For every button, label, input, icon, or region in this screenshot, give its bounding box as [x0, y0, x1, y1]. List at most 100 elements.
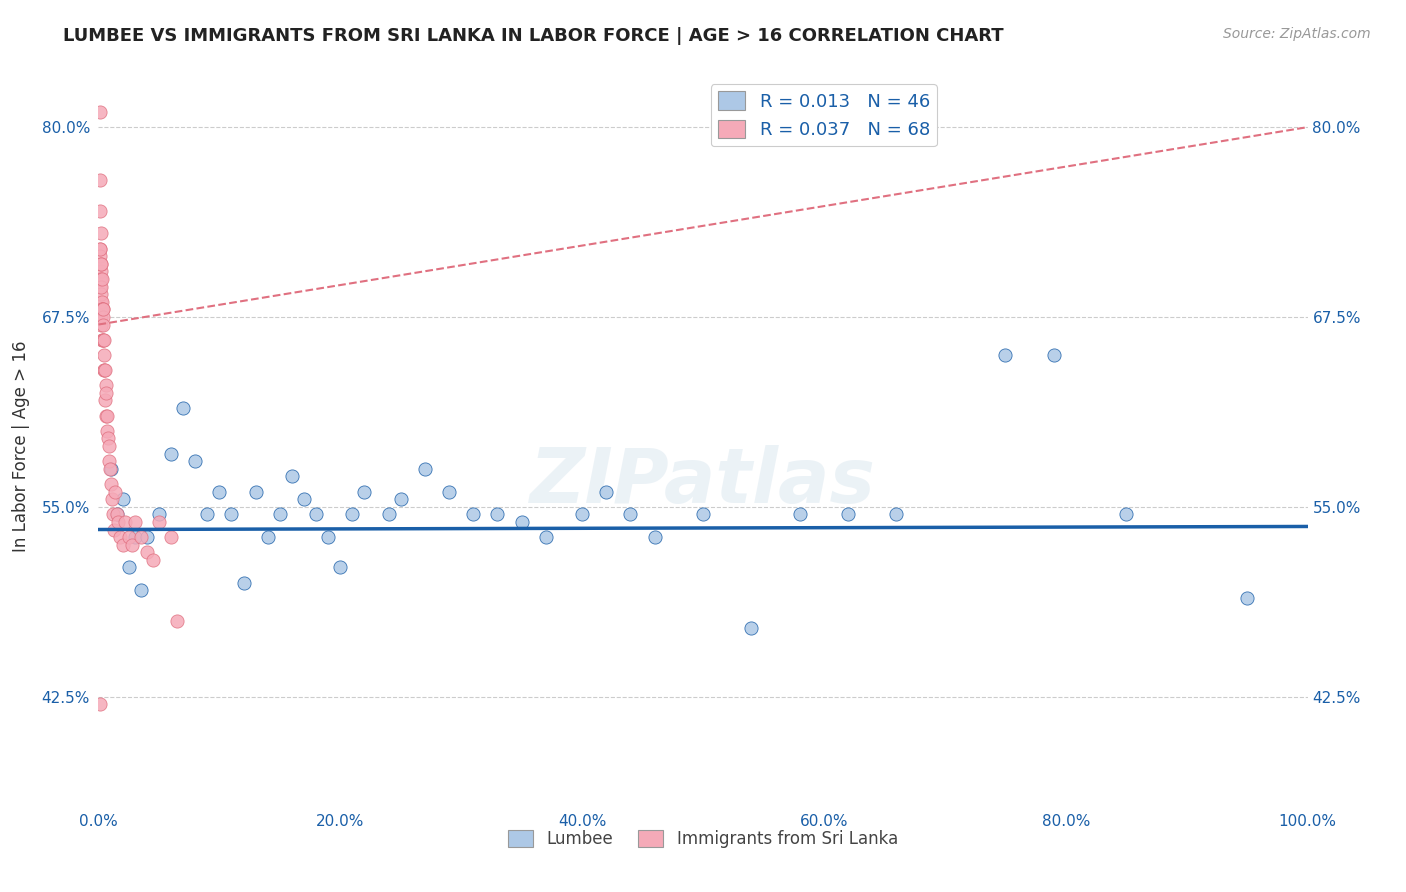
- Point: [413, 462, 436, 476]
- Point: [129, 530, 152, 544]
- Point: [1042, 348, 1064, 362]
- Point: [93, 363, 115, 377]
- Point: [91, 333, 114, 347]
- Point: [90, 318, 112, 332]
- Point: [463, 508, 485, 522]
- Point: [89, 242, 111, 256]
- Point: [221, 508, 243, 522]
- Point: [105, 508, 128, 522]
- Point: [90, 287, 112, 301]
- Point: [142, 553, 165, 567]
- Point: [208, 484, 231, 499]
- Point: [91, 333, 114, 347]
- Point: [104, 484, 127, 499]
- Point: [89, 249, 111, 263]
- Point: [316, 530, 339, 544]
- Point: [100, 492, 122, 507]
- Point: [91, 302, 114, 317]
- Point: [1115, 508, 1137, 522]
- Point: [90, 257, 112, 271]
- Point: [89, 105, 111, 120]
- Point: [90, 264, 112, 278]
- Point: [91, 302, 114, 317]
- Point: [305, 508, 328, 522]
- Point: [124, 530, 146, 544]
- Point: [281, 469, 304, 483]
- Point: [118, 530, 141, 544]
- Point: [89, 272, 111, 286]
- Point: [90, 227, 112, 241]
- Point: [245, 484, 267, 499]
- Point: [184, 454, 207, 468]
- Point: [486, 508, 509, 522]
- Point: [389, 492, 412, 507]
- Point: [100, 477, 122, 491]
- Point: [595, 484, 617, 499]
- Point: [789, 508, 811, 522]
- Point: [94, 393, 117, 408]
- Point: [94, 378, 117, 392]
- Point: [232, 575, 254, 590]
- Point: [994, 348, 1017, 362]
- Point: [135, 530, 157, 544]
- Point: [89, 310, 111, 324]
- Point: [377, 508, 399, 522]
- Point: [89, 203, 111, 218]
- Point: [256, 530, 278, 544]
- Legend: Lumbee, Immigrants from Sri Lanka: Lumbee, Immigrants from Sri Lanka: [502, 823, 904, 855]
- Point: [692, 508, 714, 522]
- Point: [342, 508, 364, 522]
- Point: [437, 484, 460, 499]
- Point: [91, 302, 114, 317]
- Point: [96, 409, 118, 423]
- Point: [94, 363, 117, 377]
- Point: [103, 523, 125, 537]
- Point: [89, 697, 111, 711]
- Point: [91, 302, 114, 317]
- Point: [534, 530, 557, 544]
- Point: [292, 492, 315, 507]
- Point: [886, 508, 908, 522]
- Text: Source: ZipAtlas.com: Source: ZipAtlas.com: [1223, 27, 1371, 41]
- Point: [89, 173, 111, 187]
- Point: [353, 484, 375, 499]
- Point: [93, 348, 115, 362]
- Text: ZIPatlas: ZIPatlas: [530, 445, 876, 518]
- Point: [121, 538, 143, 552]
- Point: [93, 318, 115, 332]
- Point: [571, 508, 593, 522]
- Point: [108, 530, 131, 544]
- Point: [98, 462, 121, 476]
- Point: [94, 409, 117, 423]
- Point: [90, 272, 112, 286]
- Point: [135, 545, 157, 559]
- Y-axis label: In Labor Force | Age > 16: In Labor Force | Age > 16: [13, 340, 31, 552]
- Point: [124, 515, 146, 529]
- Point: [90, 279, 112, 293]
- Point: [91, 272, 114, 286]
- Point: [160, 530, 183, 544]
- Point: [91, 333, 114, 347]
- Point: [740, 621, 762, 635]
- Point: [90, 302, 112, 317]
- Point: [1236, 591, 1258, 605]
- Point: [89, 272, 111, 286]
- Text: LUMBEE VS IMMIGRANTS FROM SRI LANKA IN LABOR FORCE | AGE > 16 CORRELATION CHART: LUMBEE VS IMMIGRANTS FROM SRI LANKA IN L…: [63, 27, 1004, 45]
- Point: [96, 424, 118, 438]
- Point: [101, 508, 124, 522]
- Point: [97, 431, 120, 445]
- Point: [93, 363, 115, 377]
- Point: [97, 439, 120, 453]
- Point: [98, 454, 121, 468]
- Point: [148, 508, 170, 522]
- Point: [90, 294, 112, 309]
- Point: [90, 294, 112, 309]
- Point: [166, 614, 188, 628]
- Point: [114, 515, 136, 529]
- Point: [89, 302, 111, 317]
- Point: [160, 447, 183, 461]
- Point: [96, 385, 118, 400]
- Point: [89, 279, 111, 293]
- Point: [105, 508, 128, 522]
- Point: [89, 242, 111, 256]
